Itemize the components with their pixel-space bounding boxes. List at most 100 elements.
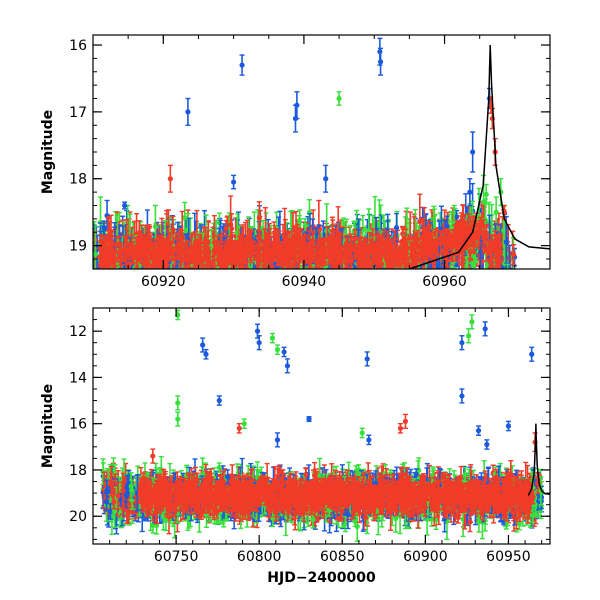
data-point	[348, 249, 354, 269]
data-point	[230, 241, 236, 269]
data-point	[238, 240, 244, 267]
data-point	[342, 246, 349, 262]
data-point	[335, 283, 340, 301]
data-point	[266, 244, 272, 259]
data-point	[438, 230, 444, 256]
data-point	[128, 472, 134, 501]
data-point	[191, 242, 198, 259]
data-point	[476, 510, 482, 533]
data-point	[184, 264, 190, 269]
data-point	[393, 249, 399, 269]
data-point	[342, 516, 348, 533]
data-point	[188, 267, 194, 269]
data-point	[137, 230, 143, 255]
data-point	[366, 232, 373, 260]
data-point	[132, 266, 138, 269]
data-point	[489, 234, 495, 263]
outlier-point	[185, 97, 191, 126]
outlier-point	[294, 91, 300, 120]
data-point	[314, 239, 320, 268]
outlier-point	[231, 174, 237, 190]
data-point	[280, 247, 286, 261]
outlier-point	[122, 201, 128, 210]
x-tick-label: 60940	[282, 274, 327, 290]
data-point	[248, 231, 255, 259]
data-point	[100, 277, 105, 312]
data-point	[107, 240, 113, 269]
data-point	[204, 268, 210, 269]
data-point	[245, 234, 251, 256]
y-tick-label: 17	[69, 105, 87, 121]
data-point	[404, 241, 411, 255]
data-point	[127, 265, 133, 269]
data-point	[511, 243, 517, 266]
data-point	[413, 234, 419, 261]
data-point	[406, 257, 412, 269]
data-point	[261, 228, 268, 257]
data-point	[207, 266, 213, 269]
data-point	[144, 236, 150, 263]
data-point	[205, 247, 211, 269]
data-point	[272, 236, 279, 257]
x-tick-label: 60920	[141, 274, 186, 290]
outlier-point	[467, 178, 473, 207]
data-point	[277, 248, 283, 266]
data-point	[493, 234, 499, 254]
outlier-point	[336, 91, 342, 106]
data-point	[133, 236, 140, 260]
data-point	[101, 220, 107, 236]
data-point	[511, 274, 516, 312]
data-point	[397, 240, 403, 269]
data-point	[364, 239, 370, 261]
data-point	[164, 238, 170, 266]
data-point	[488, 267, 494, 269]
data-point	[294, 223, 301, 247]
data-point	[376, 267, 382, 269]
data-point	[493, 196, 499, 229]
x-tick-label: 60960	[422, 274, 467, 290]
data-point	[167, 232, 173, 261]
data-point	[174, 232, 180, 261]
top-panel: 60920 60940 60960 16 17 18 19 Magnitude	[40, 34, 551, 313]
outlier-point	[239, 54, 245, 76]
data-point	[505, 263, 511, 269]
data-point	[266, 275, 271, 288]
data-point	[96, 280, 101, 299]
data-point	[102, 273, 107, 298]
data-point	[370, 243, 376, 262]
data-point	[195, 240, 202, 263]
data-point	[113, 236, 119, 253]
data-point	[107, 503, 114, 520]
data-point	[476, 219, 482, 247]
data-point	[179, 238, 186, 263]
y-tick-label: 19	[69, 239, 87, 255]
outlier-point	[167, 164, 173, 193]
y-tick-label: 18	[69, 172, 87, 188]
data-point	[118, 243, 124, 263]
data-point	[222, 241, 228, 268]
data-point	[256, 201, 262, 235]
data-point	[194, 267, 200, 269]
data-point	[402, 237, 408, 265]
model-curve	[397, 44, 550, 269]
data-point	[454, 225, 460, 241]
data-point	[499, 277, 504, 293]
data-point	[252, 271, 257, 287]
outlier-point	[323, 164, 329, 193]
data-point	[481, 219, 487, 250]
data-point	[182, 201, 188, 234]
data-point	[115, 277, 120, 313]
y-axis-label: Magnitude	[40, 110, 56, 194]
outlier-point	[377, 47, 384, 76]
data-point	[428, 236, 434, 257]
data-point	[244, 256, 250, 269]
data-layer	[93, 37, 550, 313]
data-point	[321, 249, 327, 265]
data-point	[272, 275, 277, 294]
data-point	[93, 225, 99, 269]
data-point	[347, 268, 353, 269]
data-point	[423, 237, 429, 261]
data-layer	[100, 309, 550, 542]
y-tick-label: 16	[69, 38, 87, 54]
